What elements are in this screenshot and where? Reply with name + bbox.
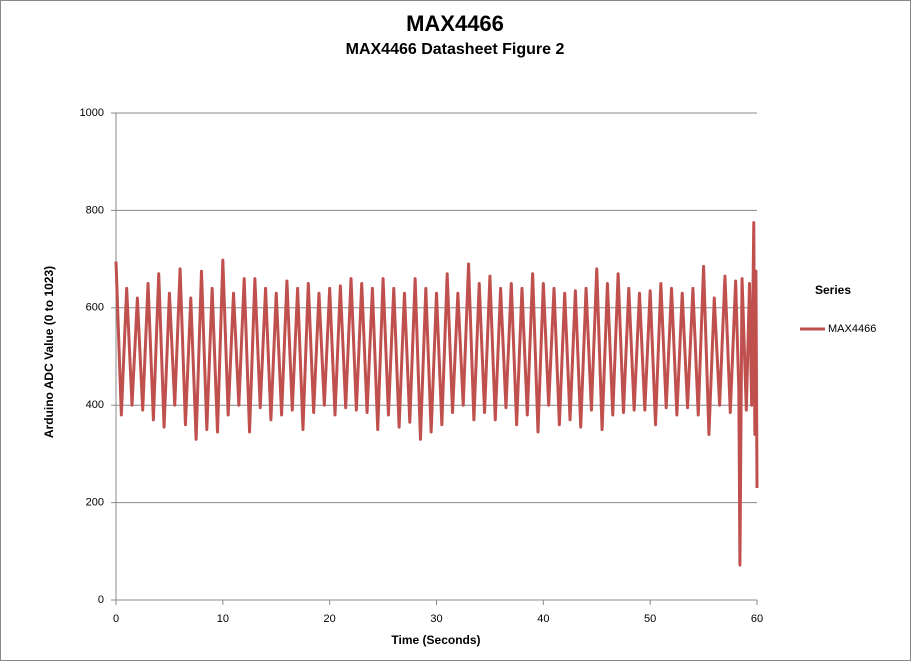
x-tick-label: 40 — [537, 613, 549, 625]
x-tick-label: 0 — [113, 613, 119, 625]
y-tick-label: 1000 — [80, 107, 104, 119]
x-tick-label: 60 — [751, 613, 763, 625]
y-tick-label: 600 — [86, 302, 104, 314]
series-line — [114, 221, 759, 567]
y-tick-label: 0 — [98, 594, 104, 606]
y-tick-label: 200 — [86, 497, 104, 509]
y-tick-label: 800 — [86, 204, 104, 216]
chart-title: MAX4466 — [406, 11, 504, 36]
x-tick-label: 50 — [644, 613, 656, 625]
y-tick-label: 400 — [86, 399, 104, 411]
x-tick-label: 20 — [324, 613, 336, 625]
x-axis-label: Time (Seconds) — [391, 633, 480, 647]
legend-label: MAX4466 — [828, 323, 876, 335]
y-axis-label: Arduino ADC Value (0 to 1023) — [42, 266, 56, 438]
chart-subtitle: MAX4466 Datasheet Figure 2 — [346, 41, 565, 58]
legend-title: Series — [815, 283, 851, 297]
x-tick-label: 10 — [217, 613, 229, 625]
x-tick-label: 30 — [430, 613, 442, 625]
